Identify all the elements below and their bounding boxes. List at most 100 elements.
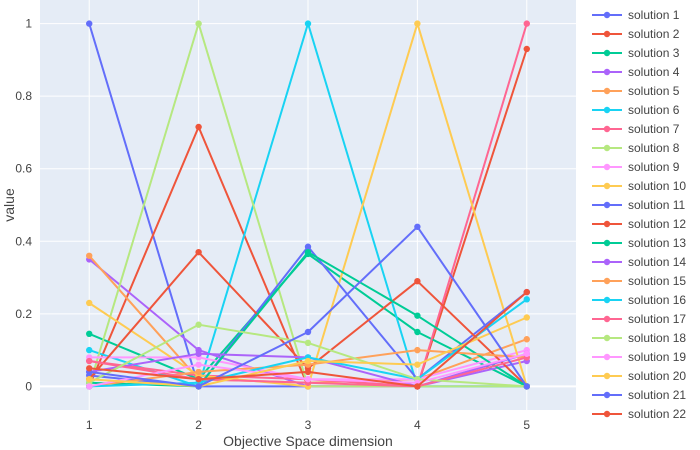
- data-point[interactable]: [86, 346, 93, 354]
- legend-item[interactable]: solution 7: [592, 122, 680, 136]
- y-tick-label: 0.8: [15, 89, 32, 103]
- data-point[interactable]: [86, 383, 93, 390]
- legend-swatch-marker: [603, 201, 611, 209]
- legend-swatch-marker: [603, 315, 611, 323]
- data-point[interactable]: [86, 20, 93, 27]
- legend-item[interactable]: solution 17: [592, 312, 686, 326]
- data-point[interactable]: [195, 123, 202, 131]
- data-point[interactable]: [414, 328, 421, 336]
- y-axis-ticks: 0 0.2 0.4 0.6 0.8 1: [15, 17, 32, 394]
- data-point[interactable]: [195, 383, 202, 390]
- x-axis-ticks: 1 2 3 4 5: [86, 418, 531, 432]
- data-point[interactable]: [304, 243, 312, 250]
- y-axis-title: value: [1, 188, 17, 222]
- legend-item[interactable]: solution 1: [592, 8, 680, 22]
- data-point[interactable]: [195, 321, 202, 328]
- data-point[interactable]: [86, 299, 93, 307]
- data-point[interactable]: [195, 350, 202, 357]
- legend-label: solution 10: [628, 179, 686, 193]
- data-point[interactable]: [86, 375, 93, 383]
- legend-swatch-marker: [603, 182, 611, 190]
- legend-item[interactable]: solution 6: [592, 103, 680, 117]
- data-point[interactable]: [414, 20, 421, 27]
- legend-item[interactable]: solution 10: [592, 179, 686, 193]
- data-point[interactable]: [195, 375, 202, 383]
- data-point[interactable]: [414, 346, 421, 354]
- legend-label: solution 8: [628, 141, 680, 155]
- legend-label: solution 15: [628, 274, 686, 288]
- data-point[interactable]: [86, 330, 93, 338]
- data-point[interactable]: [523, 45, 530, 53]
- legend-item[interactable]: solution 16: [592, 293, 686, 307]
- y-tick-label: 1: [25, 17, 32, 31]
- legend-item[interactable]: solution 22: [592, 407, 686, 421]
- legend-swatch-marker: [603, 258, 611, 266]
- data-point[interactable]: [414, 312, 421, 319]
- series-line[interactable]: [86, 288, 530, 390]
- data-point[interactable]: [304, 368, 312, 376]
- data-point[interactable]: [195, 368, 202, 376]
- legend-swatch-marker: [603, 106, 611, 114]
- legend-item[interactable]: solution 14: [592, 255, 686, 269]
- legend-label: solution 22: [628, 407, 686, 421]
- data-point[interactable]: [523, 383, 530, 390]
- data-point[interactable]: [523, 350, 530, 357]
- data-point[interactable]: [304, 375, 312, 383]
- legend-swatch-marker: [603, 220, 611, 228]
- legend-item[interactable]: solution 9: [592, 160, 680, 174]
- data-point[interactable]: [523, 20, 530, 27]
- legend-swatch-marker: [603, 277, 611, 285]
- legend-label: solution 2: [628, 27, 680, 41]
- legend-item[interactable]: solution 15: [592, 274, 686, 288]
- legend-swatch-marker: [603, 353, 611, 361]
- data-point[interactable]: [414, 361, 421, 368]
- legend-swatch-marker: [603, 144, 611, 152]
- data-point[interactable]: [304, 339, 312, 347]
- data-point[interactable]: [195, 248, 202, 256]
- legend-swatch-marker: [603, 68, 611, 76]
- legend-item[interactable]: solution 18: [592, 331, 686, 345]
- data-point[interactable]: [523, 288, 530, 296]
- legend-label: solution 7: [628, 122, 680, 136]
- legend-item[interactable]: solution 12: [592, 217, 686, 231]
- legend-swatch-marker: [603, 11, 611, 19]
- legend-swatch-marker: [603, 163, 611, 171]
- data-point[interactable]: [304, 328, 312, 336]
- legend-item[interactable]: solution 21: [592, 388, 686, 402]
- legend-item[interactable]: solution 11: [592, 198, 685, 212]
- data-point[interactable]: [304, 248, 312, 256]
- legend-swatch-marker: [603, 334, 611, 342]
- data-point[interactable]: [304, 20, 312, 27]
- data-point[interactable]: [304, 357, 312, 365]
- data-point[interactable]: [414, 383, 421, 390]
- x-tick-label: 3: [305, 418, 312, 432]
- legend-item[interactable]: solution 20: [592, 369, 686, 383]
- legend-label: solution 1: [628, 8, 680, 22]
- series-line[interactable]: [86, 350, 530, 390]
- data-point[interactable]: [414, 223, 421, 230]
- data-point[interactable]: [86, 252, 93, 259]
- data-point[interactable]: [195, 20, 202, 27]
- series-group: [86, 20, 530, 390]
- data-point[interactable]: [523, 314, 530, 321]
- legend-item[interactable]: solution 8: [592, 141, 680, 155]
- legend-item[interactable]: solution 4: [592, 65, 680, 79]
- legend-item[interactable]: solution 3: [592, 46, 680, 60]
- data-point[interactable]: [523, 336, 530, 343]
- data-point[interactable]: [523, 296, 530, 303]
- data-point[interactable]: [414, 277, 421, 285]
- legend-item[interactable]: solution 13: [592, 236, 686, 250]
- legend-label: solution 5: [628, 84, 680, 98]
- legend-item[interactable]: solution 5: [592, 84, 680, 98]
- legend-label: solution 12: [628, 217, 686, 231]
- data-point[interactable]: [86, 357, 93, 365]
- legend-item[interactable]: solution 2: [592, 27, 680, 41]
- legend-label: solution 19: [628, 350, 686, 364]
- data-point[interactable]: [86, 365, 93, 372]
- legend[interactable]: solution 1 solution 2 solution 3 solution 4…: [592, 8, 686, 421]
- legend-item[interactable]: solution 19: [592, 350, 686, 364]
- legend-label: solution 14: [628, 255, 686, 269]
- data-point[interactable]: [195, 361, 202, 368]
- legend-label: solution 21: [628, 388, 686, 402]
